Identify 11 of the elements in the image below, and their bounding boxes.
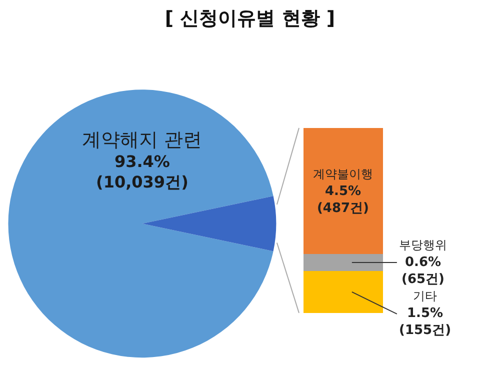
data-label: 0.6% (65건) — [402, 254, 444, 287]
data-label: 1.5% (155건) — [399, 306, 452, 338]
pie-slice — [142, 196, 276, 252]
series-label: 계약불이행 — [313, 167, 373, 181]
series-label: 부당행위 — [399, 238, 447, 252]
chart-title: [ 신청이유별 현황 ] — [164, 7, 336, 30]
data-label: 4.5% (487건) — [316, 184, 370, 216]
text: 기타 — [413, 289, 438, 303]
pie-slice — [8, 90, 274, 358]
slice-label: 계약해지 관련 — [82, 129, 202, 152]
data-label: 93.4% (10,039건) — [96, 152, 188, 192]
